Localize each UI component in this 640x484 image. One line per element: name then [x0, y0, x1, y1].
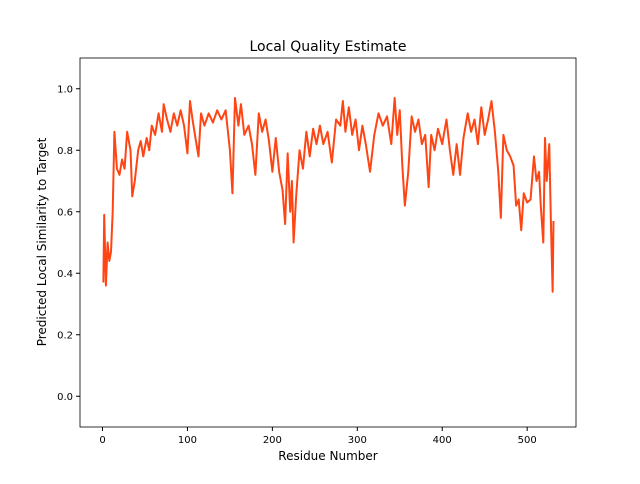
y-tick-label: 0.8	[57, 146, 73, 157]
y-tick-label: 1.0	[57, 84, 73, 95]
x-tick-label: 300	[348, 435, 367, 446]
y-tick-label: 0.4	[57, 269, 73, 280]
x-axis-label: Residue Number	[278, 449, 377, 463]
x-tick-label: 200	[263, 435, 282, 446]
y-axis-label: Predicted Local Similarity to Target	[35, 137, 49, 346]
chart-title: Local Quality Estimate	[249, 39, 406, 55]
y-tick-label: 0.2	[57, 330, 73, 341]
x-tick-label: 0	[99, 435, 105, 446]
x-tick-label: 500	[518, 435, 537, 446]
y-tick-label: 0.0	[57, 392, 73, 403]
x-tick-label: 100	[178, 435, 197, 446]
x-tick-label: 400	[433, 435, 452, 446]
y-tick-label: 0.6	[57, 207, 73, 218]
plot-frame	[79, 57, 577, 428]
line	[102, 96, 555, 293]
